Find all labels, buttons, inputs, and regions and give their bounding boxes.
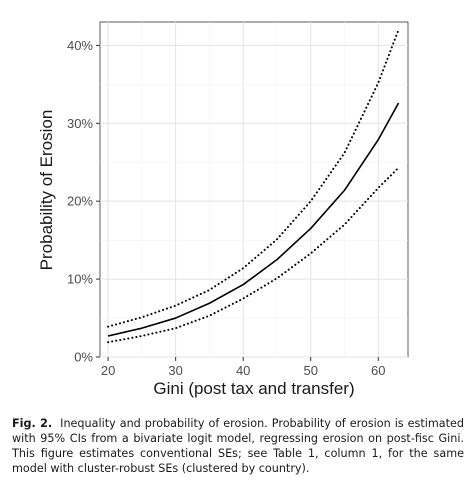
- x-tick-label: 50: [304, 363, 318, 378]
- chart-figure: 20 30 40 50 60 0% 10% 20% 30% 40% Gini (post tax …: [37, 21, 409, 398]
- y-tick-label: 30%: [67, 116, 93, 131]
- grid-layer: [100, 22, 408, 358]
- x-tick-label: 20: [101, 363, 115, 378]
- y-tick-label: 40%: [67, 38, 93, 53]
- caption-label: Fig. 2.: [12, 417, 53, 430]
- estimate-line: [107, 102, 400, 337]
- chart-svg: 20 30 40 50 60 0% 10% 20% 30% 40% Gini (post tax …: [37, 21, 409, 398]
- x-tick-label: 40: [236, 363, 250, 378]
- caption-text: Inequality and probability of erosion. P…: [12, 417, 464, 475]
- y-axis-title: Probability of Erosion: [37, 110, 56, 271]
- x-axis-title: Gini (post tax and transfer): [153, 379, 354, 398]
- y-tick-label: 20%: [67, 194, 93, 209]
- series-layer: [107, 28, 400, 344]
- upper-ci-line: [107, 28, 400, 328]
- figure-caption: Fig. 2. Inequality and probability of er…: [12, 416, 464, 476]
- y-tick-label: 10%: [67, 272, 93, 287]
- x-tick-label: 30: [168, 363, 182, 378]
- tick-layer: 20 30 40 50 60 0% 10% 20% 30% 40%: [67, 38, 386, 378]
- y-tick-label: 0%: [74, 350, 93, 365]
- plot-panel: [99, 21, 409, 358]
- x-tick-label: 60: [371, 363, 385, 378]
